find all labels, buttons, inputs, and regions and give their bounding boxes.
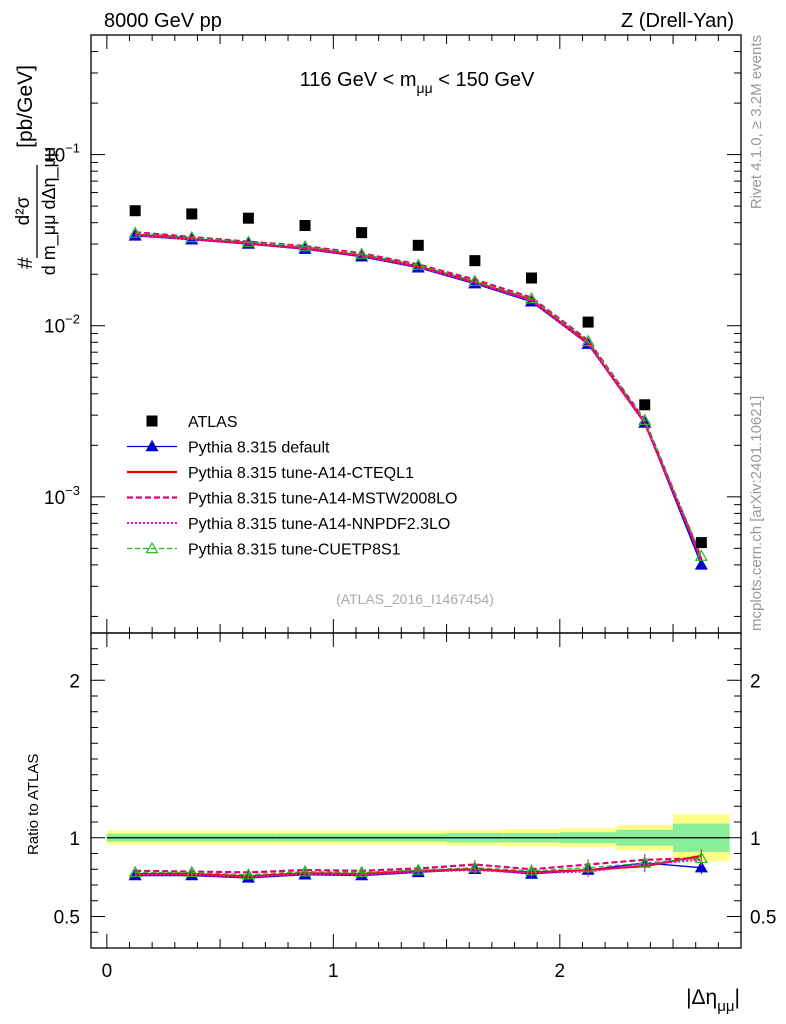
energy-label: 8000 GeV pp — [104, 10, 222, 32]
main-y-axis-title: # d²σ d m_μμ dΔη_μμ [pb/GeV] — [13, 65, 60, 275]
legend-marker — [145, 439, 159, 452]
ratio-curve — [135, 858, 702, 879]
legend-label: Pythia 8.315 default — [188, 440, 330, 457]
y-tick-label: 10−3 — [44, 483, 80, 509]
ratio-y-tick-label-left: 1 — [69, 829, 80, 850]
ratio-point — [468, 860, 482, 873]
ratio-point — [298, 864, 312, 877]
ratio-point — [638, 856, 652, 868]
legend-label: Pythia 8.315 tune-A14-CTEQL1 — [188, 465, 414, 482]
y-title-numerator: d²σ — [13, 196, 34, 225]
atlas-point — [129, 205, 141, 217]
mcplots-label: mcplots.cern.ch [arXiv:2401.10621] — [748, 396, 765, 631]
x-tick-label: 2 — [555, 961, 566, 982]
mc-point — [694, 558, 708, 570]
y-title-hash: # — [14, 257, 37, 269]
y-title-denominator: d m_μμ dΔη_μμ — [39, 147, 60, 276]
legend-label: Pythia 8.315 tune-A14-MSTW2008LO — [188, 491, 457, 508]
atlas-point — [412, 239, 424, 251]
ratio-point — [128, 865, 142, 878]
mc-point — [241, 235, 255, 247]
ratio-y-tick-label-left: 2 — [69, 671, 80, 692]
atlas-point — [639, 399, 651, 411]
atlas-point — [299, 220, 311, 232]
mc-curve — [135, 233, 703, 560]
ratio-point — [355, 865, 369, 878]
mc-curve — [135, 232, 702, 557]
ratio-point — [694, 851, 708, 863]
legend-marker — [146, 415, 158, 427]
atlas-point — [356, 227, 368, 239]
x-tick-label: 0 — [102, 961, 113, 982]
y-tick-label: 10−1 — [44, 141, 80, 167]
mc-point — [524, 291, 539, 304]
atlas-point — [242, 212, 254, 224]
atlas-point — [695, 537, 707, 549]
main-y-tick-labels: 10−1 10−2 10−3 — [44, 141, 80, 509]
ratio-y-axis-title: Ratio to ATLAS — [25, 754, 42, 855]
mc-point — [638, 413, 652, 426]
process-label: Z (Drell-Yan) — [621, 10, 734, 32]
atlas-point — [526, 272, 538, 284]
ratio-point — [411, 863, 425, 875]
mc-point — [694, 549, 708, 561]
ratio-tick-labels: 0.5 0.5 1 1 2 2 0 1 2 — [54, 671, 777, 982]
main-series-layer — [128, 205, 708, 570]
ratio-point — [694, 860, 708, 873]
ratio-y-tick-label-right: 1 — [750, 829, 761, 850]
legend-label: Pythia 8.315 tune-CUETP8S1 — [188, 542, 401, 559]
ratio-point — [581, 860, 595, 873]
x-axis-title: |Δημμ| — [686, 986, 740, 1015]
atlas-point — [186, 208, 198, 220]
rivet-label: Rivet 4.1.0, ≥ 3.2M events — [748, 35, 765, 209]
ratio-point — [241, 868, 255, 880]
ratio-series-layer — [128, 849, 708, 883]
ratio-y-tick-label-left: 0.5 — [54, 908, 80, 929]
legend-label: Pythia 8.315 tune-A14-NNPDF2.3LO — [188, 516, 450, 533]
ratio-point — [524, 864, 539, 876]
mc-curve — [135, 234, 703, 560]
analysis-watermark: (ATLAS_2016_I1467454) — [336, 591, 494, 607]
ratio-y-tick-label-right: 0.5 — [750, 908, 776, 929]
range-title: 116 GeV < mμμ < 150 GeV — [300, 69, 535, 96]
mc-point — [355, 247, 369, 259]
atlas-point — [469, 255, 481, 267]
y-title-unit: [pb/GeV] — [14, 65, 37, 148]
ratio-axis-ticks — [91, 632, 742, 949]
legend-marker — [145, 541, 159, 554]
mc-point — [128, 226, 142, 238]
ratio-panel-frame — [90, 632, 742, 949]
legend-label: ATLAS — [188, 414, 238, 431]
mc-point — [185, 230, 199, 243]
y-tick-label: 10−2 — [44, 312, 80, 338]
x-tick-label: 1 — [328, 961, 339, 982]
legend: ATLAS Pythia 8.315 default Pythia 8.315 tu… — [127, 414, 457, 559]
mc-point — [298, 239, 312, 252]
mc-point — [581, 334, 595, 347]
mc-curve — [135, 231, 703, 559]
ratio-point — [185, 865, 199, 878]
atlas-point — [582, 316, 594, 328]
mc-point — [411, 258, 425, 270]
ratio-y-tick-label-right: 2 — [750, 671, 761, 692]
mc-point — [468, 274, 482, 286]
